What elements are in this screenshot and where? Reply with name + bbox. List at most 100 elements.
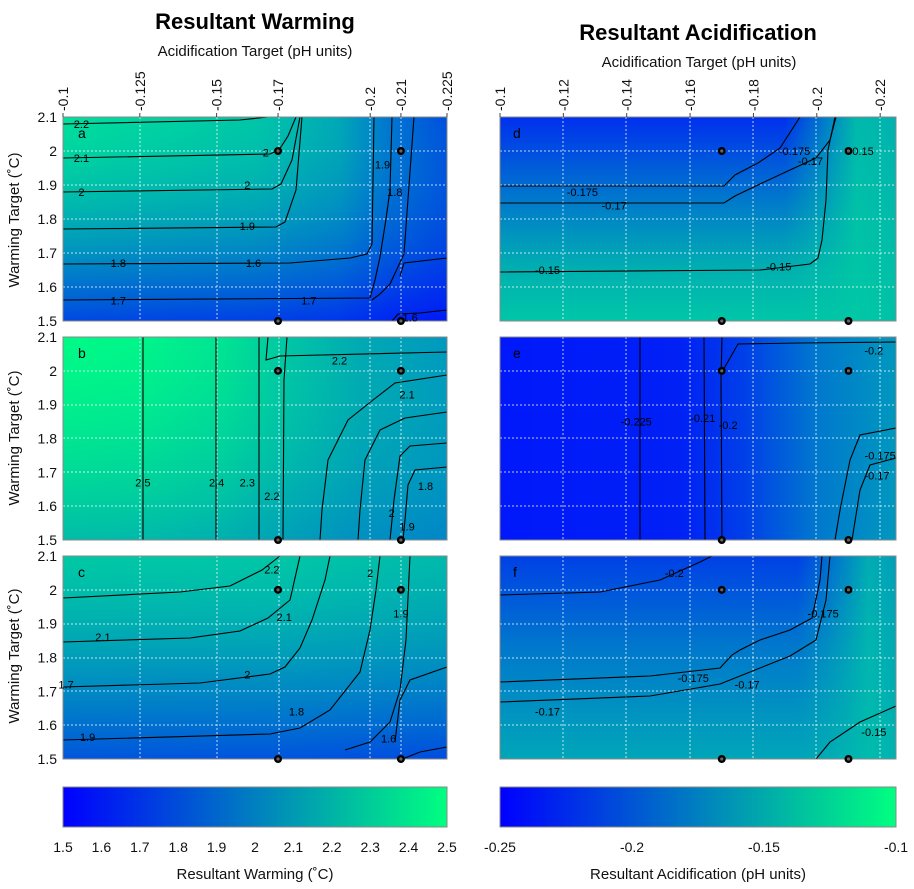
ylabel-b: Warming Target (˚C) <box>6 370 23 505</box>
y-tick-label: 2.1 <box>38 548 58 564</box>
x-tick-label: -0.21 <box>393 79 409 111</box>
contour-label: 1.8 <box>289 707 304 719</box>
contour-label: 2.2 <box>264 565 279 577</box>
contour-label-text: 2 <box>78 187 84 199</box>
contour-label: 2 <box>244 669 250 681</box>
contour-label-text: 2.1 <box>74 153 89 165</box>
panel-d-letter: d <box>513 125 521 141</box>
right-colorbar-label: Resultant Acidification (pH units) <box>590 866 806 883</box>
contour-label-text: -0.2 <box>665 568 684 580</box>
contour-label: -0.175 <box>779 146 810 158</box>
panel-c-letter: c <box>78 564 85 580</box>
target-marker <box>274 366 283 375</box>
target-marker <box>844 585 853 594</box>
x-tick-label: -0.15 <box>209 79 225 111</box>
contour-label: -0.175 <box>865 450 896 462</box>
colorbar-tick-label: -0.1 <box>884 839 908 855</box>
contour-label-text: 2.1 <box>399 390 414 402</box>
contour-label: -0.2 <box>719 420 738 432</box>
x-tick-label: -0.225 <box>439 71 455 111</box>
y-tick-label: 1.9 <box>38 177 58 193</box>
panel-f <box>499 555 897 760</box>
contour-label-text: 2.1 <box>277 612 292 624</box>
y-tick-label: 2 <box>49 582 57 598</box>
contour-label: 1.7 <box>111 296 126 308</box>
target-marker <box>717 366 726 375</box>
ylabel-c: Warming Target (˚C) <box>6 588 23 723</box>
y-tick-label: 1.8 <box>38 650 58 666</box>
colorbar-tick-label: 2 <box>251 839 259 855</box>
target-marker <box>844 536 853 544</box>
y-tick-label: 1.8 <box>38 211 58 227</box>
contour-label-text: 1.8 <box>111 258 126 270</box>
panel-f-contours <box>499 555 897 760</box>
x-tick-label: -0.125 <box>132 71 148 111</box>
contour-label-text: -0.15 <box>766 262 791 274</box>
contour-label-text: 2 <box>367 568 373 580</box>
contour-label-text: -0.175 <box>567 187 598 199</box>
panel-e <box>499 336 897 541</box>
y-tick-label: 1.5 <box>38 751 58 767</box>
contour-label-text: -0.175 <box>865 450 896 462</box>
contour-label-text: -0.21 <box>690 413 715 425</box>
y-tick-label: 1.8 <box>38 431 58 447</box>
contour-label-text: -0.15 <box>861 727 886 739</box>
panel-f-letter: f <box>513 564 517 580</box>
contour-label: 2.1 <box>399 390 414 402</box>
panel-b <box>62 336 448 541</box>
contour-label: -0.15 <box>849 146 874 158</box>
target-marker <box>717 317 726 325</box>
colorbar-tick-label: -0.25 <box>484 839 516 855</box>
target-marker <box>396 366 405 375</box>
contour-label-text: -0.175 <box>678 673 709 685</box>
contour-label-text: 1.9 <box>240 221 255 233</box>
contour-label-text: 1.9 <box>80 732 95 744</box>
contour-label: 1.9 <box>375 160 390 172</box>
contour-label: -0.175 <box>808 609 839 621</box>
contour-label: -0.17 <box>535 707 560 719</box>
y-tick-label: 1.5 <box>38 532 58 548</box>
contour-label-text: 1.7 <box>111 296 126 308</box>
contour-label: 1.8 <box>111 258 126 270</box>
contour-label: 2.2 <box>74 119 89 131</box>
right-colorbar <box>499 786 897 828</box>
y-tick-label: 1.7 <box>38 464 58 480</box>
contour-label-text: -0.17 <box>864 471 889 483</box>
contour-label: 1.6 <box>381 734 396 746</box>
contour-label-text: -0.15 <box>849 146 874 158</box>
panel-a <box>62 116 448 322</box>
colorbar-tick-label: 2.4 <box>399 839 419 855</box>
contour-label-text: -0.17 <box>602 200 627 212</box>
contour-label: 2.5 <box>135 477 150 489</box>
contour-label: -0.15 <box>861 727 886 739</box>
colorbar-tick-label: 1.7 <box>130 839 150 855</box>
target-marker <box>396 536 405 544</box>
colorbar-tick-label: 2.3 <box>360 839 380 855</box>
left-title: Resultant Warming <box>155 9 355 34</box>
contour-label: -0.21 <box>690 413 715 425</box>
panel-e-grid <box>500 337 896 540</box>
contour-label: 2.1 <box>277 612 292 624</box>
panel-d-contours <box>499 116 837 273</box>
contour-label: 2 <box>244 180 250 192</box>
contour-label: -0.175 <box>567 187 598 199</box>
contour-label-text: -0.17 <box>535 707 560 719</box>
panel-d-grid <box>500 117 896 321</box>
contour-label: 2.4 <box>209 477 224 489</box>
contour-label: 1.8 <box>387 187 402 199</box>
contour-label: -0.225 <box>621 417 652 429</box>
colorbar-tick-label: -0.15 <box>748 839 780 855</box>
contour-label: 2 <box>367 568 373 580</box>
target-marker <box>396 147 405 155</box>
contour-label-text: 2 <box>244 669 250 681</box>
colorbar-tick-label: 1.6 <box>92 839 112 855</box>
contour-label-text: 2 <box>263 148 269 160</box>
target-marker <box>844 366 853 375</box>
target-marker <box>274 755 283 763</box>
colorbar-tick-label: 1.8 <box>168 839 188 855</box>
left-colorbar-label: Resultant Warming (˚C) <box>177 866 334 883</box>
panel-a-letter: a <box>78 125 86 141</box>
contour-label: -0.2 <box>665 568 684 580</box>
y-tick-label: 2 <box>49 363 57 379</box>
panel-f-grid <box>500 556 896 759</box>
